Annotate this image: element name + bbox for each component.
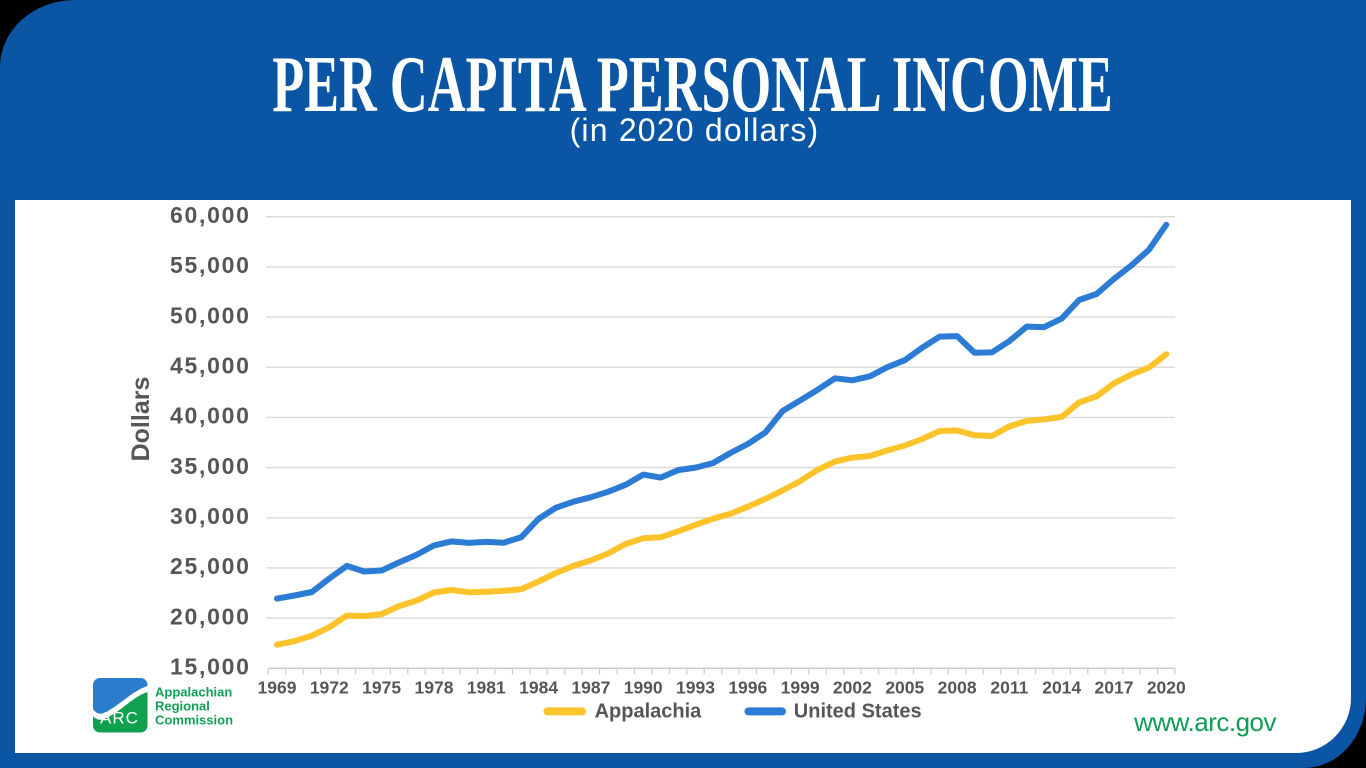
svg-text:Commission: Commission: [155, 713, 233, 728]
svg-text:2011: 2011: [990, 677, 1028, 697]
svg-text:1984: 1984: [519, 677, 558, 697]
svg-text:1972: 1972: [310, 677, 349, 697]
svg-text:www.arc.gov: www.arc.gov: [1133, 707, 1276, 737]
svg-text:45,000: 45,000: [170, 352, 251, 378]
svg-text:1981: 1981: [467, 677, 506, 697]
svg-text:60,000: 60,000: [170, 202, 251, 228]
svg-text:30,000: 30,000: [170, 503, 251, 529]
svg-text:1993: 1993: [676, 677, 715, 697]
svg-text:50,000: 50,000: [170, 302, 251, 328]
svg-text:Dollars: Dollars: [127, 377, 155, 462]
svg-text:Appalachia: Appalachia: [595, 701, 703, 723]
svg-text:2017: 2017: [1095, 677, 1134, 697]
svg-text:1990: 1990: [624, 677, 663, 697]
svg-text:40,000: 40,000: [170, 403, 251, 429]
svg-text:2014: 2014: [1042, 677, 1081, 697]
svg-text:1999: 1999: [781, 677, 820, 697]
svg-text:1975: 1975: [362, 677, 401, 697]
svg-text:2005: 2005: [885, 677, 924, 697]
svg-text:Appalachian: Appalachian: [155, 685, 232, 700]
svg-text:35,000: 35,000: [170, 453, 251, 479]
svg-text:2020: 2020: [1147, 677, 1186, 697]
svg-text:20,000: 20,000: [170, 603, 251, 629]
svg-text:Regional: Regional: [155, 699, 210, 714]
svg-text:15,000: 15,000: [170, 654, 251, 680]
svg-text:2002: 2002: [833, 677, 872, 697]
svg-text:United States: United States: [794, 701, 922, 723]
svg-text:1987: 1987: [571, 677, 610, 697]
svg-text:55,000: 55,000: [170, 252, 251, 278]
svg-text:1969: 1969: [258, 677, 297, 697]
svg-text:25,000: 25,000: [170, 553, 251, 579]
svg-text:1996: 1996: [728, 677, 767, 697]
svg-text:ARC: ARC: [100, 708, 139, 727]
svg-text:2008: 2008: [938, 677, 977, 697]
svg-text:1978: 1978: [415, 677, 454, 697]
